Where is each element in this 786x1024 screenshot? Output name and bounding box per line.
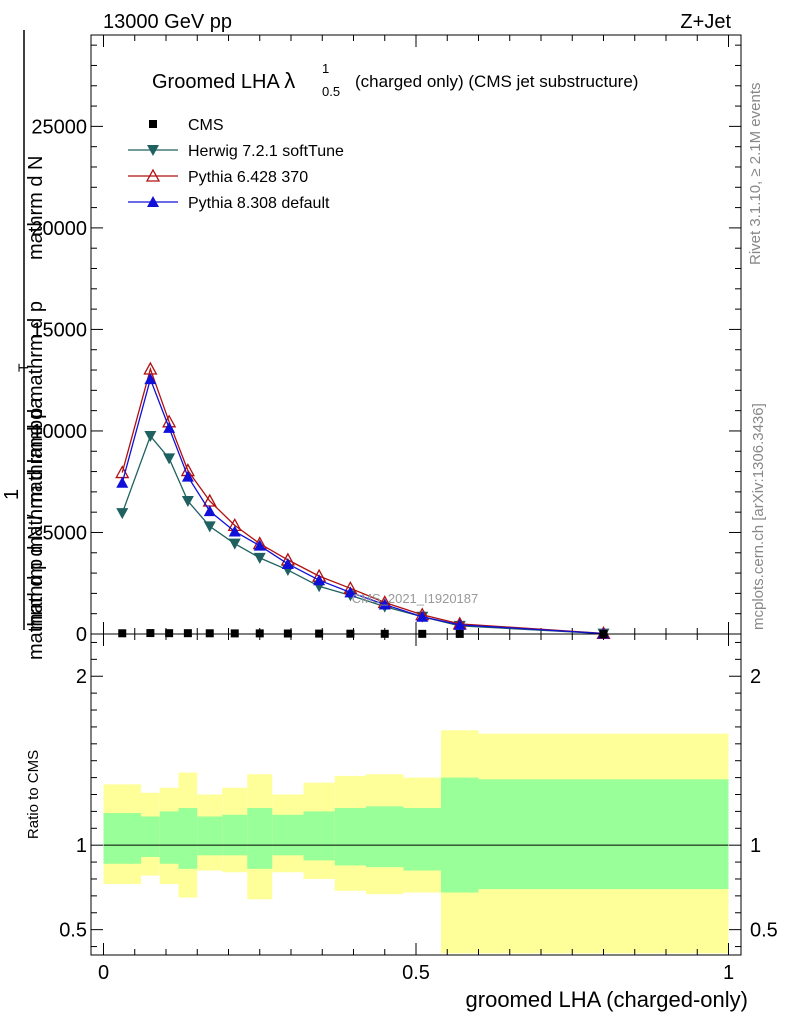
data-point xyxy=(146,629,155,638)
stat-uncertainty-band xyxy=(247,808,273,869)
data-point xyxy=(253,539,266,551)
legend-marker xyxy=(145,168,161,182)
data-point xyxy=(283,629,292,638)
y-axis-label-part: mathrm d N xyxy=(25,156,47,260)
data-point xyxy=(255,629,264,638)
data-point xyxy=(228,525,241,537)
y-axis-label-part: T xyxy=(15,363,31,372)
header-left: 13000 GeV pp xyxy=(103,11,232,33)
y-tick-label-right: 0.5 xyxy=(750,920,778,942)
y-axis-label-part: mathrm d N / mathrm d p mathrm d p xyxy=(25,301,47,630)
series-line xyxy=(121,377,604,635)
data-point xyxy=(163,453,176,465)
stat-uncertainty-band xyxy=(141,816,160,858)
legend-label: CMS xyxy=(188,117,224,134)
y-axis-label-part: 1 xyxy=(1,489,23,500)
stat-uncertainty-band xyxy=(272,814,304,856)
y-tick-label: 0 xyxy=(76,624,87,646)
data-point xyxy=(378,598,391,610)
y-tick-label: 1 xyxy=(76,835,87,857)
data-point xyxy=(181,470,194,482)
series-herwig-7-2-1-softtune xyxy=(116,431,610,640)
data-point xyxy=(144,373,157,385)
chart-subtitle: (charged only) (CMS jet substructure) xyxy=(355,72,638,91)
stat-uncertainty-band xyxy=(334,808,366,866)
y-axis-label-part: mathrm d p mathrm d lambda xyxy=(25,397,47,660)
legend-marker xyxy=(147,145,159,156)
legend-label: Pythia 8.308 default xyxy=(188,195,330,212)
stat-uncertainty-band xyxy=(197,816,223,856)
x-tick-label: 1 xyxy=(723,962,734,984)
stat-uncertainty-band xyxy=(222,814,248,856)
ratio-plot: 0.5 0.5 1 1 2 2 0 0.5 1 Ratio to CMS groomed LHA (… xyxy=(25,633,778,1012)
x-tick-label: 0 xyxy=(98,962,109,984)
legend-label: Herwig 7.2.1 softTune xyxy=(188,143,344,160)
stat-uncertainty-band xyxy=(159,811,179,864)
chart-title-sub: 0.5 xyxy=(322,84,340,99)
header-right: Z+Jet xyxy=(680,11,731,33)
x-tick-label: 0.5 xyxy=(402,962,430,984)
y-tick-label: 15000 xyxy=(31,319,87,341)
legend-marker xyxy=(147,196,159,207)
stat-uncertainty-band xyxy=(303,811,335,861)
data-point xyxy=(205,629,214,638)
y-tick-label-right: 2 xyxy=(750,666,761,688)
legend-marker xyxy=(149,120,157,128)
y-tick-label: 0.5 xyxy=(59,920,87,942)
rivet-label: Rivet 3.1.10, ≥ 2.1M events xyxy=(747,83,764,266)
chart-title: Groomed LHA λ xyxy=(152,68,295,93)
watermark: CMS_2021_I1920187 xyxy=(352,591,479,606)
stat-uncertainty-band xyxy=(178,808,198,869)
y-tick-label: 10000 xyxy=(31,421,87,443)
data-point xyxy=(118,629,127,638)
chart-title-symbol: λ xyxy=(284,68,295,93)
y-tick-label: 25000 xyxy=(31,116,87,138)
stat-uncertainty-band xyxy=(441,777,479,893)
data-point xyxy=(203,505,216,517)
stat-uncertainty-band xyxy=(103,813,141,864)
mcplots-label: mcplots.cern.ch [arXiv:1306.3436] xyxy=(750,403,767,630)
data-point xyxy=(416,610,429,622)
stat-uncertainty-band xyxy=(366,806,404,868)
series-pythia-8-308-default xyxy=(116,373,610,639)
legend-label: Pythia 6.428 370 xyxy=(188,169,308,186)
y-tick-label-right: 1 xyxy=(750,835,761,857)
data-point xyxy=(281,557,294,569)
data-point xyxy=(453,618,466,630)
data-point xyxy=(165,629,174,638)
data-point xyxy=(181,496,194,508)
x-axis-label: groomed LHA (charged-only) xyxy=(466,987,748,1012)
data-point xyxy=(313,574,326,586)
data-point xyxy=(228,538,241,550)
y-tick-label: 2 xyxy=(76,666,87,688)
data-point xyxy=(163,421,176,433)
y-tick-label: 20000 xyxy=(31,218,87,240)
chart-title-sup: 1 xyxy=(322,61,329,76)
data-point xyxy=(116,508,129,520)
stat-uncertainty-band xyxy=(403,808,441,871)
data-point xyxy=(344,586,357,598)
main-plot: 0 5000 10000 15000 20000 25000 mathrm d N mathr… xyxy=(1,30,742,660)
data-point xyxy=(183,629,192,638)
data-point xyxy=(116,476,129,488)
data-point xyxy=(144,431,157,443)
ratio-y-axis-label: Ratio to CMS xyxy=(25,750,42,839)
legend: CMS Herwig 7.2.1 softTune Pythia 6.428 370… xyxy=(128,117,344,212)
data-point xyxy=(253,552,266,564)
y-tick-label: 5000 xyxy=(43,522,88,544)
data-point xyxy=(230,629,239,638)
stat-uncertainty-band xyxy=(478,779,729,890)
data-point xyxy=(203,521,216,533)
